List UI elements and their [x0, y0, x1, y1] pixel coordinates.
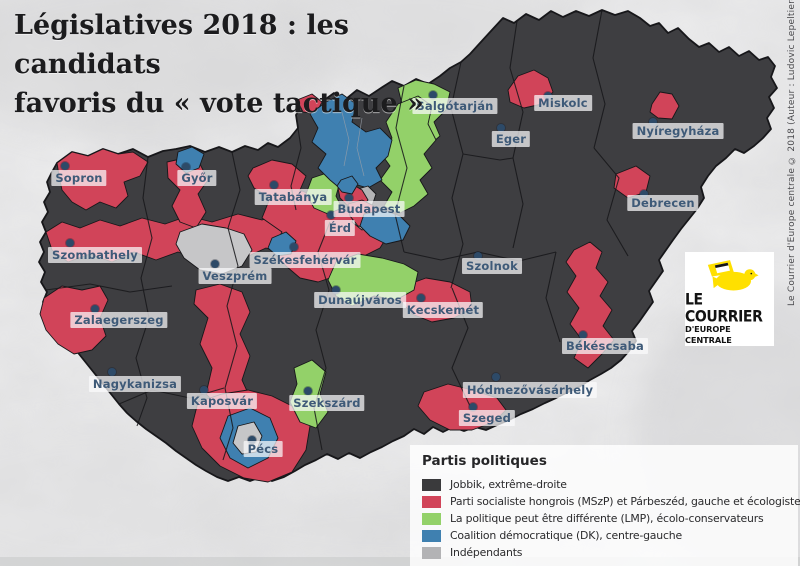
legend-row: Jobbik, extrême-droite [420, 476, 788, 493]
legend-party-label: Indépendants [450, 546, 523, 559]
legend-color-swatch [422, 478, 441, 491]
district-borders [341, 111, 365, 177]
legend-row: La politique peut être différente (LMP),… [420, 510, 788, 527]
logo-line2: D'EUROPE CENTRALE [685, 324, 732, 345]
legend-party-label: Jobbik, extrême-droite [450, 478, 567, 491]
legend-party-label: Parti socialiste hongrois (MSzP) et Párb… [450, 495, 800, 508]
title-line2: favoris du « vote tactique » [14, 88, 424, 119]
legend-color-swatch [422, 529, 441, 542]
region-bekescsaba [565, 241, 615, 369]
page-title: Législatives 2018 : les candidats favori… [14, 6, 454, 123]
legend-title: Partis politiques [422, 453, 547, 469]
credit-text: Le Courrier d'Europe centrale © 2018 (Au… [787, 0, 797, 306]
legend-color-swatch [422, 512, 441, 525]
legend-row: Indépendants [420, 544, 788, 561]
legend-color-swatch [422, 546, 441, 559]
legend-parties: Partis politiques Jobbik, extrême-droite… [410, 445, 800, 566]
legend-party-label: Coalition démocratique (DK), centre-gauc… [450, 529, 682, 542]
legend-row: Coalition démocratique (DK), centre-gauc… [420, 527, 788, 544]
legend-row: Parti socialiste hongrois (MSzP) et Párb… [420, 493, 800, 510]
pigeon-courier-icon [707, 260, 759, 291]
bottom-terrain-band [0, 557, 800, 566]
regions-independent [175, 223, 263, 455]
title-line1: Législatives 2018 : les candidats [14, 10, 349, 80]
legend-rows: Jobbik, extrême-droite Parti socialiste … [420, 476, 800, 561]
legend-party-label: La politique peut être différente (LMP),… [450, 512, 764, 525]
publisher-logo: LE COURRIER D'EUROPE CENTRALE [685, 252, 774, 346]
legend-color-swatch [422, 495, 441, 508]
logo-line1: LE COURRIER [685, 290, 763, 327]
region-nyiregyhaza [649, 91, 680, 120]
region-veszprem [175, 223, 253, 275]
region-vac [309, 93, 393, 191]
